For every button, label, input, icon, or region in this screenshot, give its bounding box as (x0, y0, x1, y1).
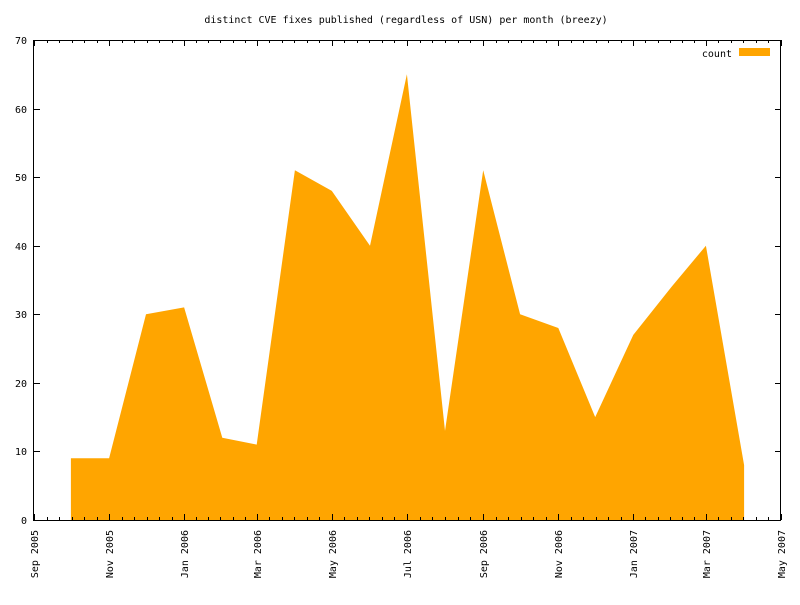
legend-swatch (739, 48, 770, 56)
x-tick-label: Sep 2006 (479, 530, 490, 578)
y-tick-label: 30 (15, 310, 27, 321)
legend-label: count (702, 49, 732, 60)
y-tick-label: 20 (15, 379, 27, 390)
x-tick-label: Sep 2005 (30, 530, 41, 578)
plot-area (70, 74, 745, 521)
x-tick-label: Mar 2007 (702, 530, 713, 578)
x-tick-label: Nov 2006 (554, 530, 565, 578)
plot-border (33, 40, 781, 521)
chart-title: distinct CVE fixes published (regardless… (204, 15, 607, 26)
y-tick-label: 40 (15, 242, 27, 253)
y-tick-label: 50 (15, 173, 27, 184)
x-tick-label: Jan 2006 (180, 530, 191, 578)
x-tick-label: May 2006 (328, 530, 339, 578)
x-tick-label: Nov 2005 (105, 530, 116, 578)
legend: count (702, 48, 770, 60)
axes: 0 10 20 30 40 50 60 70 Sep 2005 Nov 2005 Jan 2006 M… (15, 36, 788, 578)
x-tick-label: Mar 2006 (253, 530, 264, 578)
x-tick-label: Jul 2006 (403, 530, 414, 578)
x-tick-label: May 2007 (777, 530, 788, 578)
area-series-count (70, 74, 745, 521)
x-tick-label: Jan 2007 (629, 530, 640, 578)
y-tick-label: 60 (15, 105, 27, 116)
y-tick-label: 0 (21, 516, 27, 527)
y-tick-label: 10 (15, 447, 27, 458)
y-tick-label: 70 (15, 36, 27, 47)
